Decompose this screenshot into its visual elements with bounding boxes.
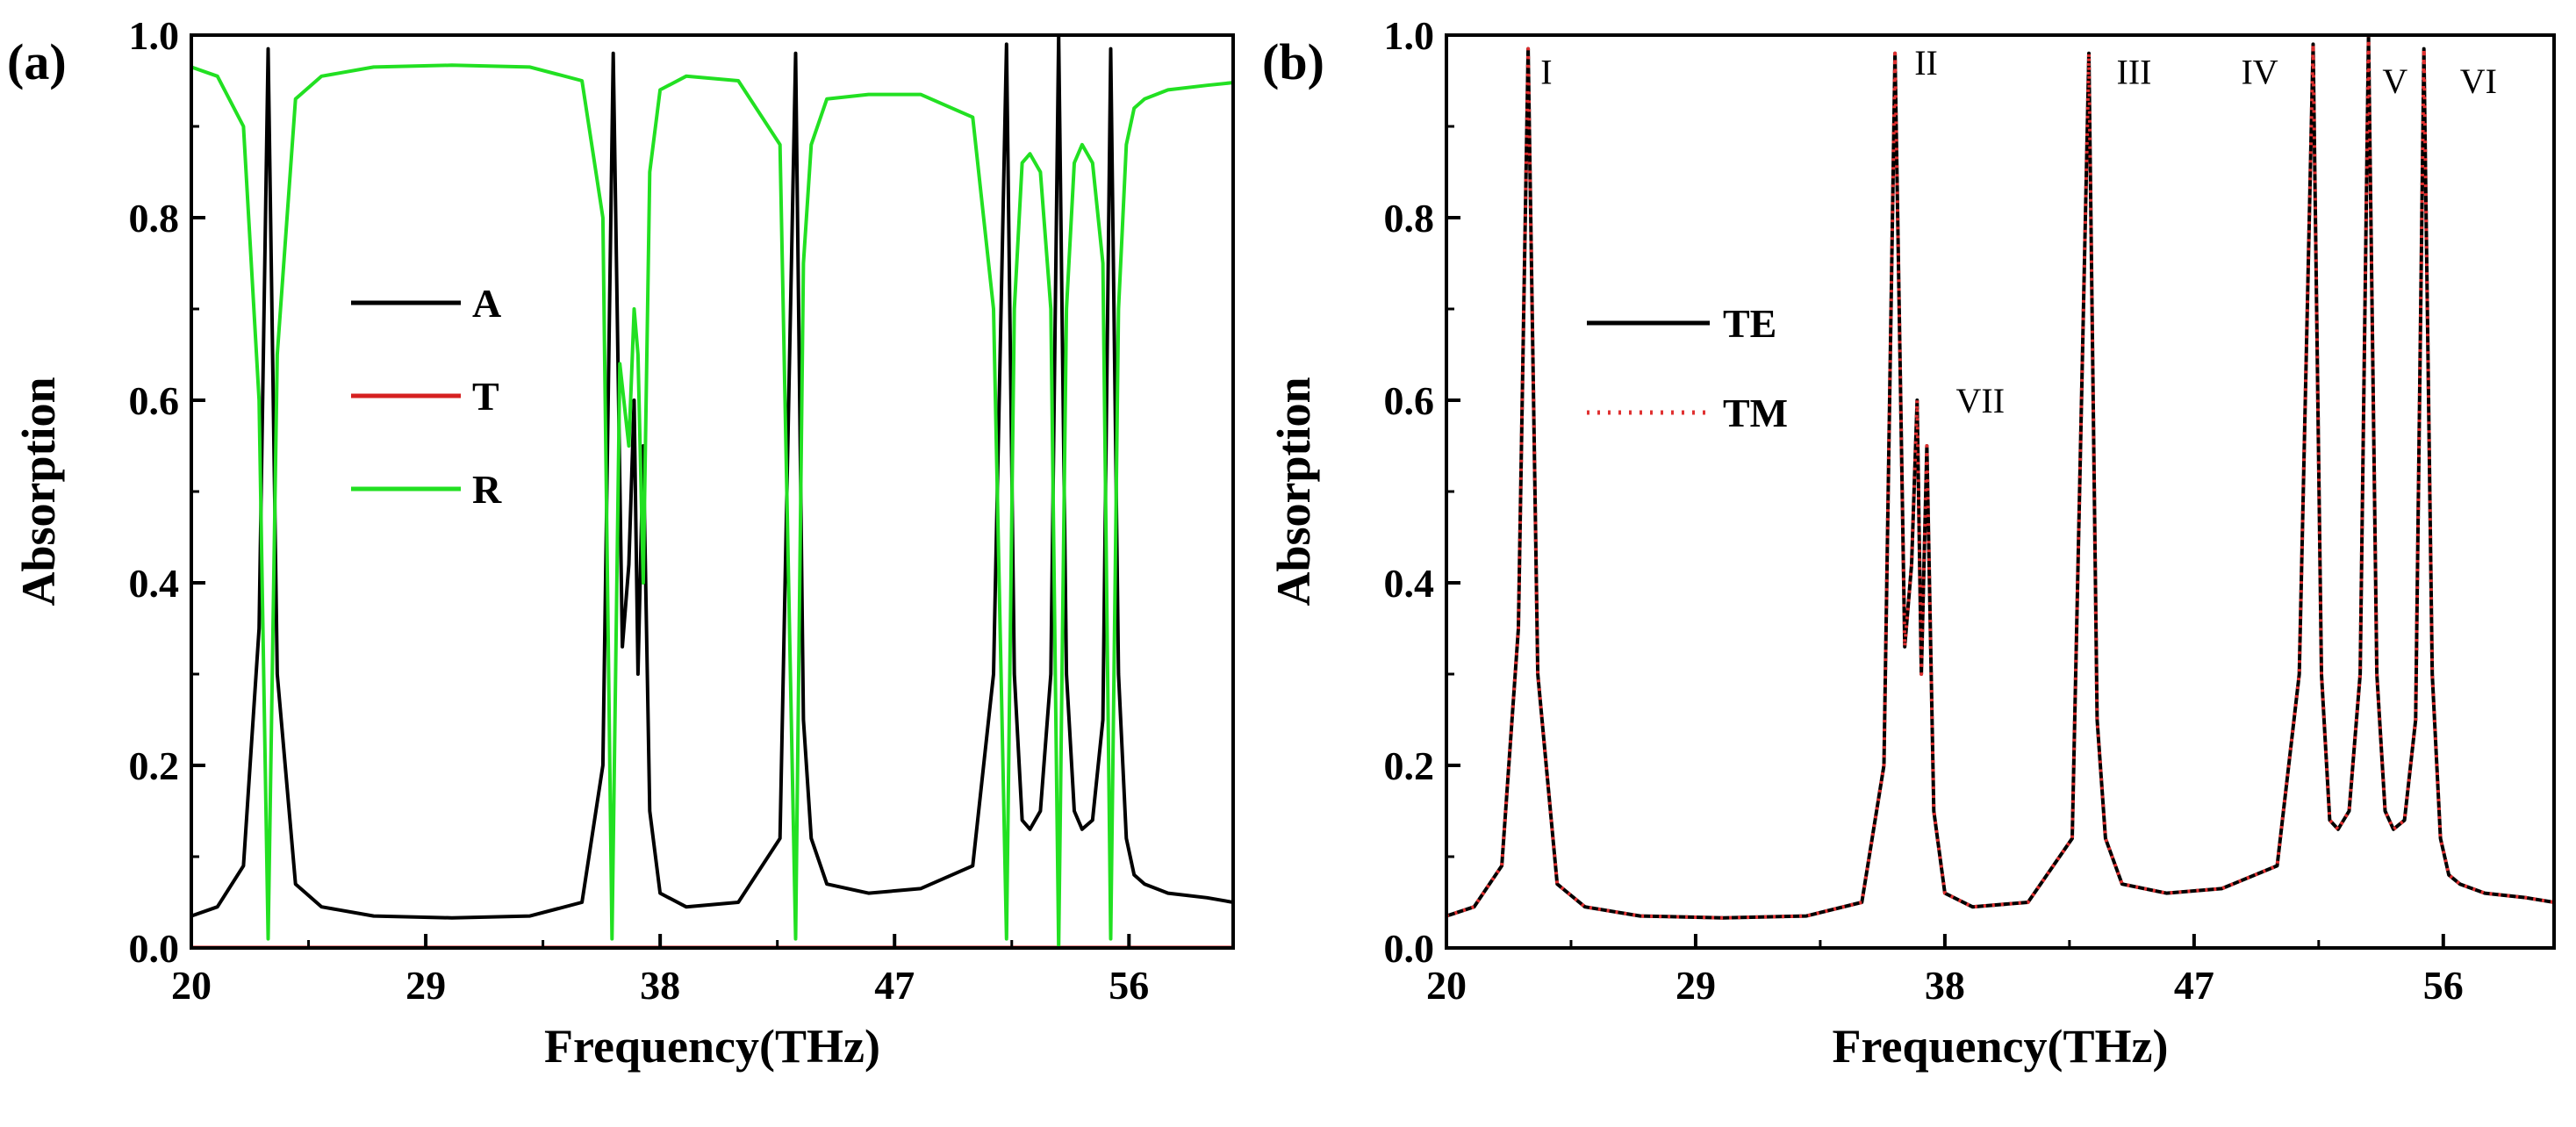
panel-a-x-tick-label: 29 (405, 963, 446, 1008)
panel-b-x-tick-label: 29 (1675, 963, 1716, 1008)
panel-a-legend-label-a: A (472, 281, 501, 326)
panel-b-peak-label: V (2382, 61, 2407, 101)
panel-a-x-tick-label: 47 (874, 963, 915, 1008)
panel-a-legend-label-r: R (472, 467, 502, 512)
panel-a-x-tick-label: 56 (1109, 963, 1149, 1008)
panel-a-y-tick-label: 0.2 (129, 743, 180, 788)
panel-a-y-tick-label: 0.4 (129, 561, 180, 606)
panel-a-series-a-line (191, 35, 1233, 920)
panel-b-y-tick-label: 0.4 (1384, 561, 1435, 606)
panel-b-x-tick-label: 38 (1925, 963, 1965, 1008)
panel-b-peak-label: IV (2241, 53, 2278, 92)
panel-b-legend-label-te: TE (1723, 301, 1776, 346)
panel-a-label: (a) (7, 33, 67, 90)
panel-b-peak-label: VII (1956, 381, 2006, 420)
panel-b-series-te-line (1446, 35, 2554, 920)
panel-b-y-tick-label: 0.8 (1384, 196, 1435, 240)
panel-a-series-r-line (191, 63, 1233, 948)
panel-a-series-group (191, 35, 1233, 948)
panel-b-y-tick-label: 1.0 (1384, 13, 1435, 58)
panel-b-legend: TE TM (1587, 301, 1788, 435)
panel-a-y-axis-title: Absorption (12, 377, 65, 606)
panel-a-y-tick-label: 0.0 (129, 926, 180, 971)
panel-b-y-tick-label: 0.0 (1384, 926, 1435, 971)
panel-b-plot-frame (1445, 33, 2556, 950)
panel-b-series-group (1446, 35, 2554, 920)
panel-a-x-axis-title: Frequency(THz) (544, 1020, 880, 1073)
panel-b-y-tick-label: 0.2 (1384, 743, 1435, 788)
panel-b-series-tm-line (1446, 35, 2554, 920)
panel-a-plot-frame (190, 33, 1235, 950)
panel-b-x-axis-title: Frequency(THz) (1833, 1020, 2169, 1073)
panel-b-x-tick-label: 47 (2174, 963, 2214, 1008)
panel-b-y-tick-label: 0.6 (1384, 378, 1435, 423)
panel-a-x-tick-label: 38 (640, 963, 680, 1008)
panel-a-y-tick-label: 1.0 (129, 13, 180, 58)
panel-b-peak-label: I (1540, 53, 1552, 92)
panel-b-label: (b) (1262, 33, 1324, 90)
panel-b-peak-label: II (1914, 43, 1938, 83)
panel-a-legend-label-t: T (472, 374, 499, 419)
panel-b-peak-label: III (2117, 53, 2152, 92)
panel-a-legend: A T R (351, 281, 502, 512)
panel-b-x-tick-label: 20 (1426, 963, 1467, 1008)
panel-a-y-tick-label: 0.8 (129, 196, 180, 240)
panel-b: 20 29 38 47 56 0.0 0.2 0.4 0.6 0.8 1.0 Frequency(TH… (1262, 13, 2556, 1073)
panel-b-y-axis-title: Absorption (1267, 377, 1320, 606)
panel-a-x-tick-label: 20 (171, 963, 212, 1008)
panel-a-y-tick-label: 0.6 (129, 378, 180, 423)
panel-b-peak-label: VI (2460, 61, 2497, 101)
panel-b-legend-label-tm: TM (1723, 391, 1788, 435)
panel-b-x-tick-label: 56 (2423, 963, 2464, 1008)
panel-a: 20 29 38 47 56 0.0 0.2 0.4 0.6 0.8 1.0 Frequency(TH… (7, 13, 1235, 1073)
